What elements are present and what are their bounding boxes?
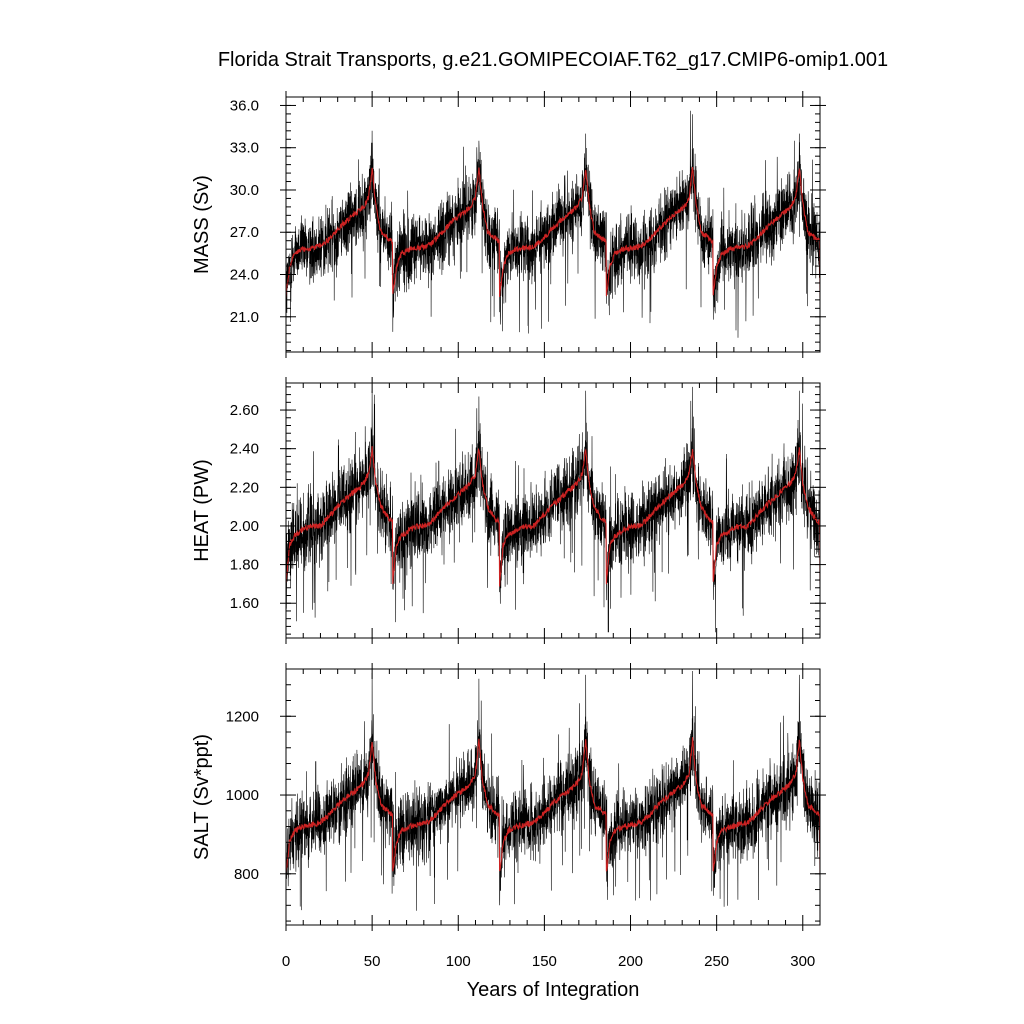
x-tick-label: 250 [704,953,729,970]
y-tick-label: 1.60 [230,595,259,612]
series-smoothed-line [286,446,820,587]
y-tick-label: 2.40 [230,441,259,458]
y-tick-label: 2.60 [230,402,259,419]
y-tick-label: 24.0 [230,267,259,284]
series-smoothed-line [286,737,820,876]
y-axis-label: SALT (Sv*ppt) [191,734,213,860]
panel-1: 21.0 24.0 27.0 30.0 33.0 36.0 MASS (Sv) [191,91,826,358]
y-axis-label: MASS (Sv) [191,175,213,274]
y-tick-label: 21.0 [230,309,259,326]
x-tick-label: 100 [446,953,471,970]
y-tick-label: 36.0 [230,97,259,114]
panel-2: 1.60 1.80 2.00 2.20 2.40 2.60 HEAT (PW) [191,377,826,644]
series-raw-line [286,670,820,911]
series-raw-line [286,110,820,338]
panels: 21.0 24.0 27.0 30.0 33.0 36.0 MASS (Sv) 1.60 1.8… [191,91,826,970]
y-tick-label: 1000 [226,787,259,804]
plot-frame [285,668,821,926]
y-tick-label: 800 [234,866,259,883]
x-tick-label: 200 [618,953,643,970]
y-tick-label: 30.0 [230,182,259,199]
y-tick-label: 1200 [226,708,259,725]
x-tick-label: 0 [282,953,290,970]
chart-title: Florida Strait Transports, g.e21.GOMIPEC… [218,49,888,71]
y-axis-label: HEAT (PW) [191,459,213,562]
panel-3: 0 50 100 150 200 250 300 800 1000 1200 SALT (Sv*pp… [191,663,826,970]
series-raw-line [286,386,820,633]
x-axis-label: Years of Integration [467,979,640,1001]
y-tick-label: 2.00 [230,518,259,535]
y-tick-label: 27.0 [230,224,259,241]
x-tick-label: 50 [364,953,381,970]
y-tick-label: 2.20 [230,479,259,496]
x-tick-label: 150 [532,953,557,970]
series-smoothed-line [286,167,820,298]
plot-frame [285,96,821,353]
x-tick-label: 300 [790,953,815,970]
y-tick-label: 33.0 [230,140,259,157]
y-tick-label: 1.80 [230,557,259,574]
